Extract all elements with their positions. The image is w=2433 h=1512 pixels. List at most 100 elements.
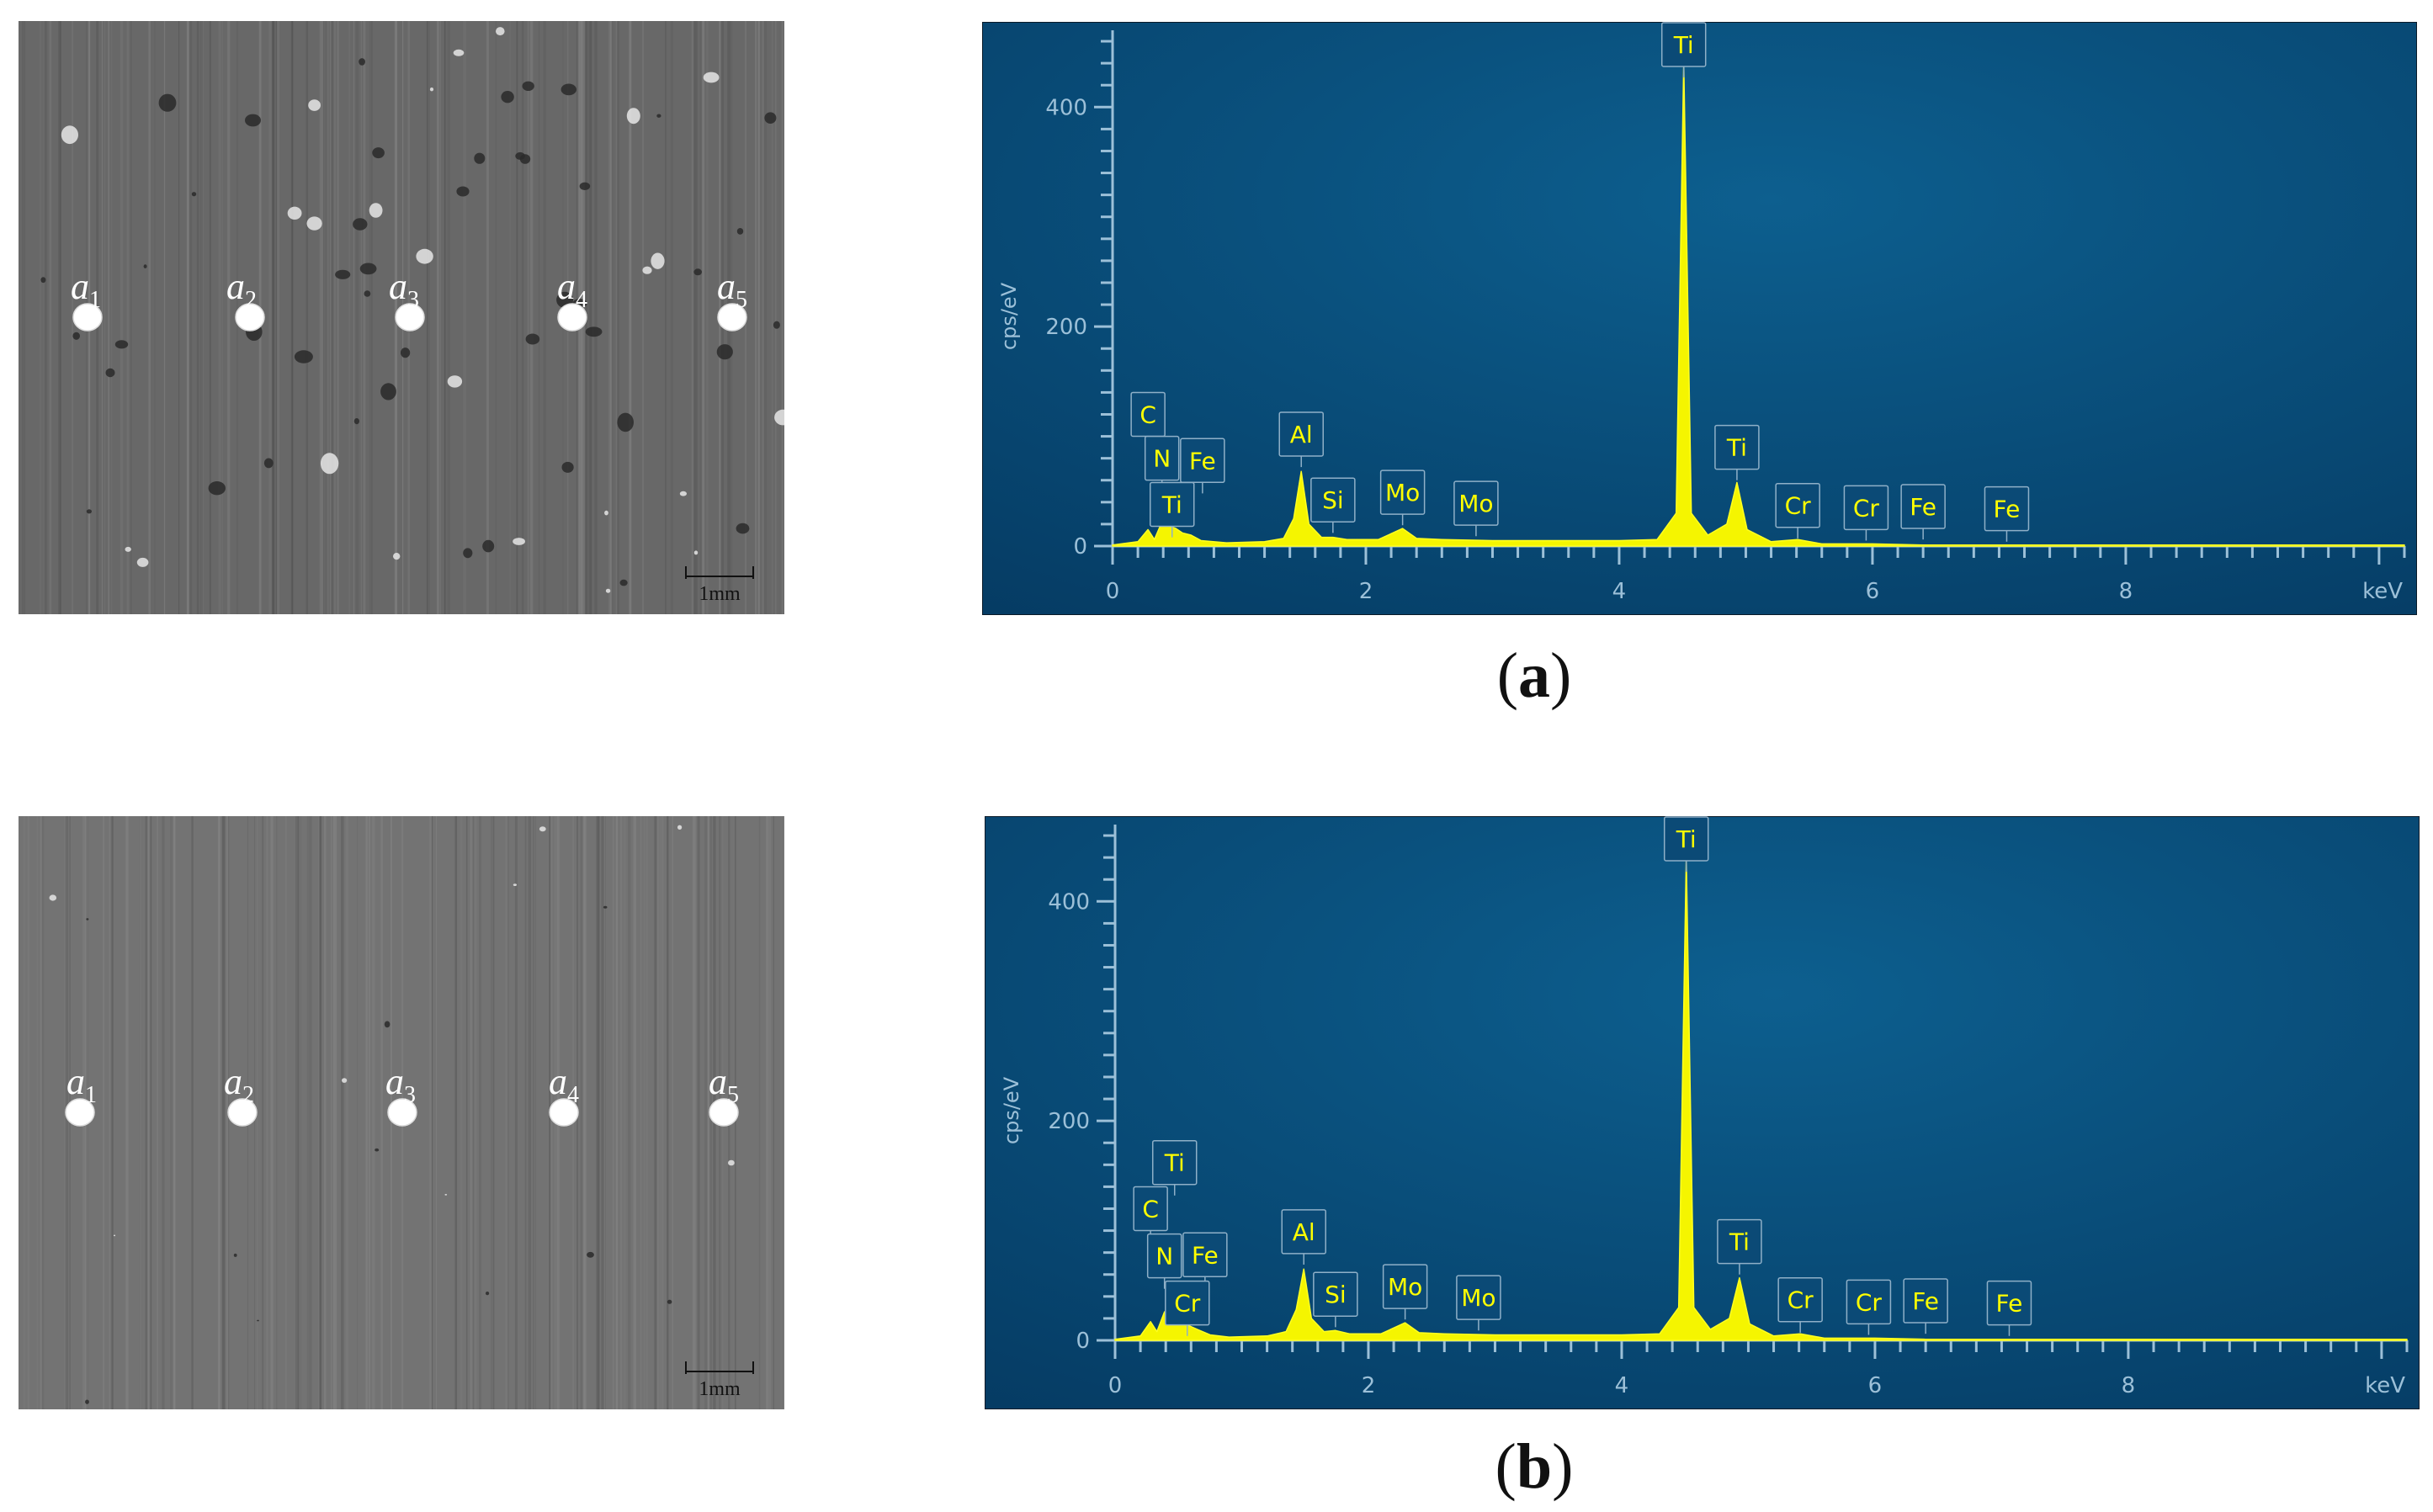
x-tick-label: 0 (1106, 579, 1120, 604)
peak-label-text: Al (1290, 421, 1313, 448)
sem-particles (49, 825, 735, 1404)
caption-a: (a) (1450, 639, 1618, 713)
measurement-point: a1 (65, 1061, 97, 1127)
x-tick-label: 6 (1866, 579, 1880, 604)
peak-label-text: Fe (1996, 1290, 2023, 1318)
y-axis-label: cps/eV (1000, 1076, 1023, 1144)
measurement-point: a2 (224, 1061, 258, 1127)
eds-spectrum-a: 0 2 4 6 8 0 200 400 keV cps/eV C N Ti Fe Al Si Mo Mo Ti Ti C… (982, 22, 2417, 615)
point-label: a1 (71, 266, 101, 313)
peak-label-text: Cr (1853, 494, 1880, 522)
sem-micrograph: a1 a2 a3 a4 a5 1mm (19, 816, 784, 1409)
peak-label-text: Fe (1912, 1287, 1939, 1315)
point-marker (717, 303, 747, 332)
y-axis-label: cps/eV (997, 282, 1021, 350)
peak-label: C (1130, 391, 1166, 448)
peak-label: Mo (1456, 1275, 1501, 1331)
caption-letter: b (1516, 1431, 1553, 1502)
peak-label-text: Si (1322, 486, 1344, 514)
point-marker (395, 303, 425, 332)
x-tick-label: 6 (1868, 1373, 1883, 1398)
peak-label: N (1146, 1233, 1182, 1289)
peak-label: Fe (1903, 1278, 1948, 1334)
peak-label-text: Cr (1174, 1290, 1201, 1318)
peak-label-text: Cr (1785, 492, 1812, 520)
point-label: a1 (66, 1061, 97, 1108)
peak-label-text: Ti (1673, 31, 1694, 59)
point-marker (557, 303, 587, 332)
peak-label: Fe (1984, 485, 2030, 542)
caption-b: (b) (1450, 1430, 1618, 1504)
measurement-point: a5 (709, 1061, 739, 1127)
point-marker (709, 1098, 739, 1127)
peak-label: Ti (1663, 816, 1709, 873)
peak-label-text: Fe (1192, 1241, 1219, 1269)
peak-label: Fe (1180, 438, 1225, 494)
peak-label-text: Ti (1164, 1149, 1185, 1177)
peak-label-text: Fe (1994, 496, 2021, 523)
peak-label-text: Ti (1729, 1228, 1750, 1256)
peak-label: Fe (1986, 1280, 2032, 1336)
peak-label: Si (1313, 1271, 1358, 1328)
peak-label: Al (1281, 1209, 1326, 1265)
x-axis-label: keV (2362, 579, 2403, 604)
peak-label-text: Mo (1461, 1284, 1495, 1312)
peak-label: Mo (1453, 480, 1499, 537)
caption-close-paren: ) (1550, 640, 1572, 711)
peak-label-text: N (1153, 445, 1171, 473)
peak-label-text: Ti (1161, 491, 1182, 518)
sem-image-b: a1 a2 a3 a4 a5 1mm (19, 816, 784, 1409)
peak-label: Cr (1165, 1280, 1210, 1336)
point-marker (72, 303, 103, 332)
x-tick-label: 0 (1108, 1373, 1123, 1398)
peak-label: Ti (1151, 1139, 1198, 1196)
peak-label-text: N (1155, 1243, 1173, 1271)
peak-label-text: Al (1293, 1218, 1315, 1246)
point-label: a2 (226, 266, 257, 313)
peak-label: Cr (1843, 485, 1889, 541)
y-tick-label: 0 (1076, 1329, 1090, 1354)
scale-bar: 1mm (685, 1361, 754, 1400)
peak-label: Mo (1379, 470, 1426, 526)
measurement-point: a2 (226, 266, 265, 332)
y-tick-label: 200 (1045, 315, 1087, 340)
peak-label: Fe (1900, 484, 1946, 540)
peak-label-text: Si (1325, 1281, 1347, 1308)
peak-label-text: Ti (1726, 434, 1747, 462)
measurement-point: a3 (385, 1061, 417, 1127)
caption-letter: a (1518, 640, 1550, 711)
peak-label: Ti (1149, 481, 1195, 538)
peak-label-text: Fe (1910, 493, 1936, 521)
point-label: a3 (389, 266, 419, 313)
peak-label: Cr (1775, 482, 1820, 538)
point-marker (227, 1098, 258, 1127)
sem-image-a: a1 a2 a3 a4 a5 1mm (19, 21, 784, 614)
measurement-point: a4 (557, 266, 587, 332)
peak-label: Al (1278, 411, 1324, 468)
measurement-point: a3 (389, 266, 425, 332)
x-tick-label: 2 (1359, 579, 1373, 604)
peak-labels: CN Ti Fe Al Si Mo Mo Ti Ti Cr Cr Fe Fe (1130, 22, 2030, 542)
y-tick-label: 0 (1073, 534, 1087, 560)
sem-streaks (23, 816, 784, 1409)
scale-bar: 1mm (685, 566, 754, 605)
peak-label-text: C (1139, 401, 1156, 428)
point-label: a2 (224, 1061, 254, 1108)
point-marker (65, 1098, 95, 1127)
peak-label: Si (1310, 477, 1356, 533)
point-label: a5 (709, 1061, 739, 1108)
peak-label: Cr (1777, 1276, 1823, 1333)
chart-background (985, 816, 2420, 1409)
peak-label-text: C (1142, 1195, 1159, 1223)
point-label: a3 (385, 1061, 416, 1108)
point-marker (235, 303, 265, 332)
x-tick-label: 8 (2122, 1373, 2136, 1398)
x-axis-label: keV (2365, 1373, 2405, 1398)
point-label: a4 (549, 1061, 579, 1108)
peak-label: Ti (1714, 424, 1760, 480)
caption-open-paren: ( (1496, 640, 1518, 711)
peak-label-text: Fe (1189, 447, 1216, 475)
x-tick-label: 8 (2119, 579, 2133, 604)
